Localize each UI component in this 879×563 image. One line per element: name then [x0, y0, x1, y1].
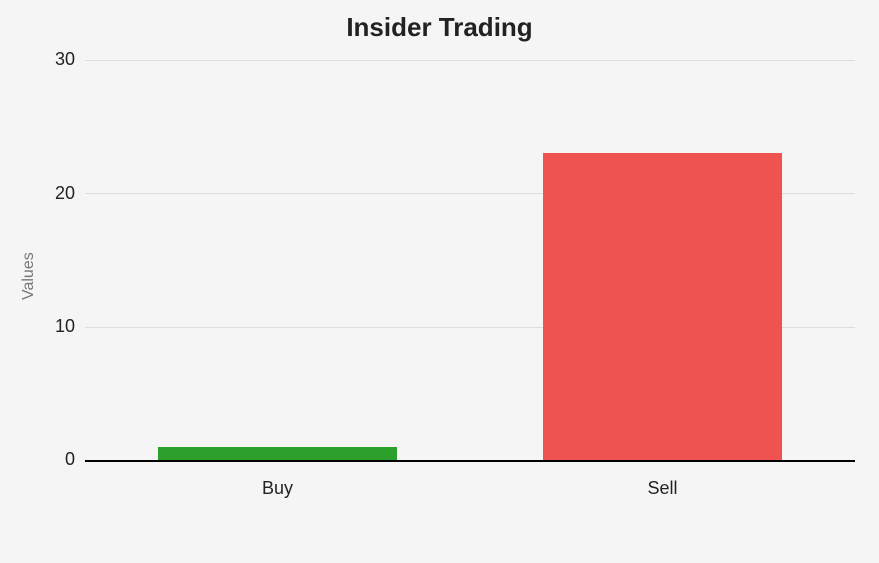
- bar-buy: [158, 447, 397, 460]
- insider-trading-chart: Insider Trading Values 0 10 20 30 Buy Sell: [0, 0, 879, 563]
- x-tick-label: Sell: [603, 478, 723, 499]
- y-tick-label: 20: [35, 183, 75, 204]
- chart-title: Insider Trading: [0, 12, 879, 43]
- x-tick-label: Buy: [218, 478, 338, 499]
- y-tick-label: 30: [35, 49, 75, 70]
- gridline: [85, 60, 855, 61]
- plot-area: [85, 60, 855, 460]
- y-tick-label: 0: [35, 449, 75, 470]
- x-axis-line: [85, 460, 855, 462]
- y-axis-label: Values: [20, 252, 38, 300]
- y-tick-label: 10: [35, 316, 75, 337]
- bar-sell: [543, 153, 782, 460]
